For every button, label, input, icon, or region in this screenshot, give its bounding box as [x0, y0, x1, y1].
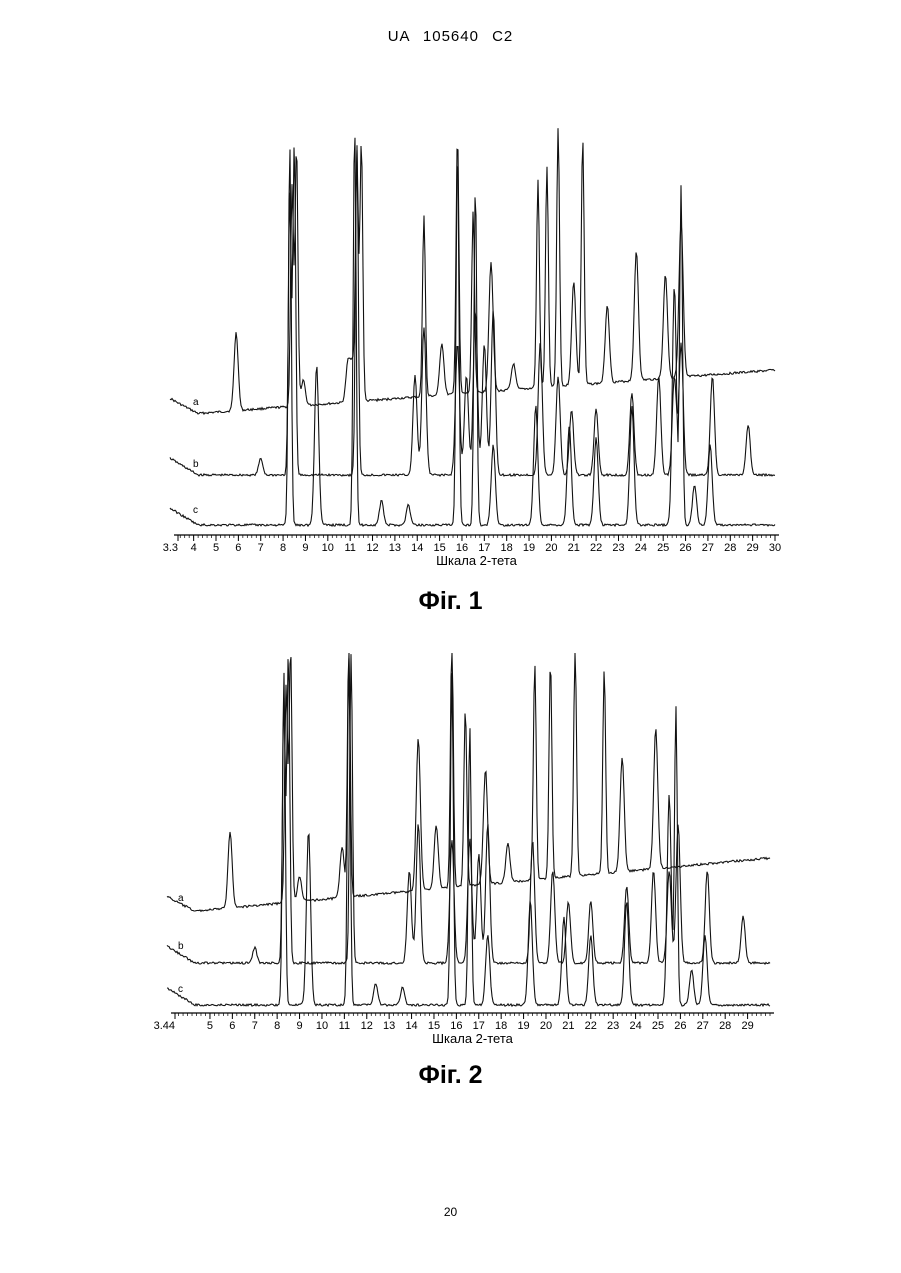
- tick-label: 19: [523, 542, 535, 554]
- tick-label: 21: [562, 1020, 574, 1032]
- tick-label: 26: [674, 1020, 686, 1032]
- tick-label: 29: [741, 1020, 753, 1032]
- figure-1: abc3.34567891011121314151617181920212223…: [0, 110, 901, 630]
- trace-label-a: a: [178, 893, 184, 904]
- tick-label: 8: [280, 542, 286, 554]
- trace-label-c: c: [178, 984, 183, 995]
- tick-label: 13: [389, 542, 401, 554]
- tick-label: 5: [213, 542, 219, 554]
- tick-label: 9: [296, 1020, 302, 1032]
- x-axis-label: Шкала 2-тета: [436, 553, 518, 568]
- trace-a: [170, 128, 775, 414]
- figure-2: abc3.44567891011121314151617181920212223…: [0, 645, 901, 1095]
- page-number: 20: [0, 1205, 901, 1219]
- trace-label-a: a: [193, 397, 199, 408]
- tick-label: 5: [207, 1020, 213, 1032]
- figure-2-caption: Фіг. 2: [0, 1061, 901, 1090]
- tick-label: 9: [302, 542, 308, 554]
- trace-label-c: c: [193, 505, 198, 516]
- trace-c: [167, 658, 770, 1006]
- tick-label: 12: [366, 542, 378, 554]
- tick-label: 14: [405, 1020, 417, 1032]
- tick-label: 11: [344, 542, 355, 554]
- xrd-chart-1: abc3.34567891011121314151617181920212223…: [0, 110, 901, 580]
- tick-label: 24: [635, 542, 647, 554]
- tick-label: 19: [517, 1020, 529, 1032]
- tick-label: 8: [274, 1020, 280, 1032]
- tick-label: 30: [769, 542, 781, 554]
- tick-label: 21: [568, 542, 580, 554]
- tick-label: 20: [540, 1020, 552, 1032]
- tick-label: 3.3: [163, 542, 178, 554]
- tick-label: 23: [607, 1020, 619, 1032]
- tick-label: 11: [339, 1020, 350, 1032]
- trace-label-b: b: [178, 941, 184, 952]
- x-axis-label: Шкала 2-тета: [432, 1031, 514, 1046]
- tick-label: 28: [724, 542, 736, 554]
- tick-label: 7: [252, 1020, 258, 1032]
- tick-label: 27: [702, 542, 714, 554]
- tick-label: 7: [258, 542, 264, 554]
- tick-label: 28: [719, 1020, 731, 1032]
- tick-label: 23: [612, 542, 624, 554]
- tick-label: 13: [383, 1020, 395, 1032]
- tick-label: 29: [747, 542, 759, 554]
- tick-label: 27: [697, 1020, 709, 1032]
- figure-1-caption: Фіг. 1: [0, 587, 901, 616]
- tick-label: 4: [191, 542, 197, 554]
- tick-label: 10: [316, 1020, 328, 1032]
- tick-label: 25: [657, 542, 669, 554]
- xrd-chart-2: abc3.44567891011121314151617181920212223…: [0, 645, 901, 1065]
- tick-label: 6: [235, 542, 241, 554]
- tick-label: 3.44: [154, 1020, 175, 1032]
- tick-label: 10: [322, 542, 334, 554]
- tick-label: 20: [545, 542, 557, 554]
- tick-label: 6: [229, 1020, 235, 1032]
- tick-label: 22: [585, 1020, 597, 1032]
- tick-label: 25: [652, 1020, 664, 1032]
- tick-label: 22: [590, 542, 602, 554]
- tick-label: 12: [361, 1020, 373, 1032]
- tick-label: 26: [679, 542, 691, 554]
- tick-label: 24: [629, 1020, 641, 1032]
- tick-label: 14: [411, 542, 423, 554]
- document-header: UA 105640 C2: [0, 28, 901, 45]
- trace-label-b: b: [193, 459, 199, 470]
